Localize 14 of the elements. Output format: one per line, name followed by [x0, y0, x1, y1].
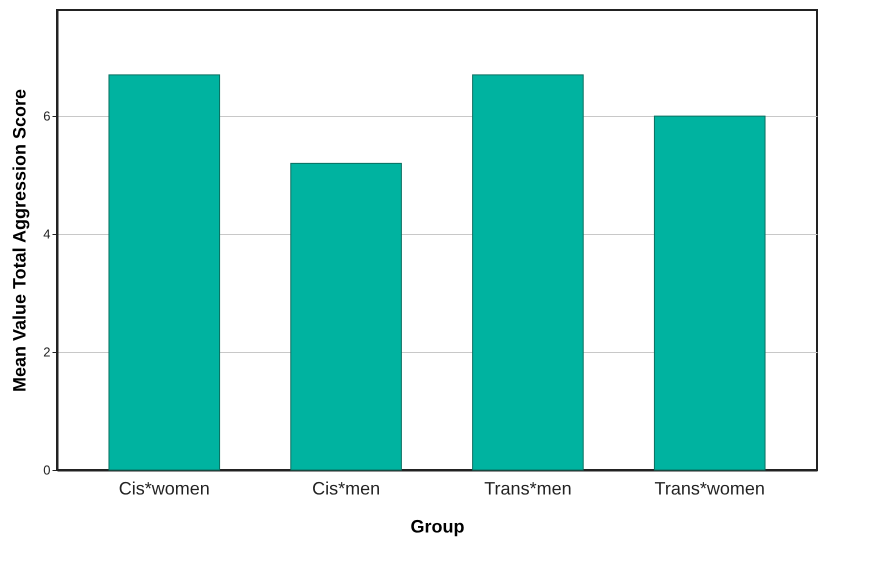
bar	[654, 116, 766, 470]
x-tick-label: Cis*women	[118, 478, 210, 498]
y-tick-label: 2	[43, 344, 50, 360]
bar	[290, 162, 402, 470]
y-axis-title: Mean Value Total Aggression Score	[9, 88, 30, 392]
y-tick-label: 4	[43, 226, 50, 242]
x-tick-label: Trans*women	[654, 478, 765, 498]
bar	[472, 74, 584, 470]
x-tick-label: Trans*men	[484, 478, 572, 498]
x-axis-title: Group	[410, 516, 464, 536]
bar	[108, 74, 220, 470]
y-tick-label: 0	[43, 462, 50, 478]
y-tick-label: 6	[43, 108, 50, 124]
x-tick-label: Cis*men	[312, 478, 380, 498]
